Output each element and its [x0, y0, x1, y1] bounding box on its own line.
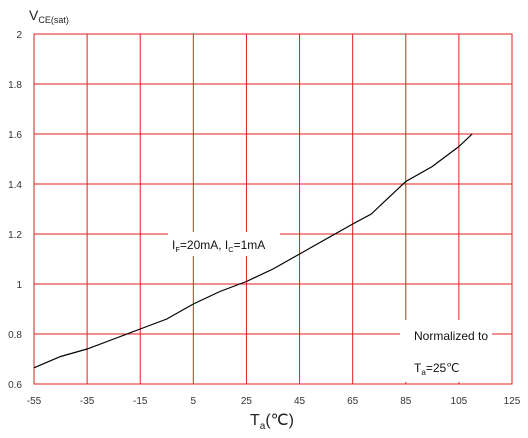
y-axis-label: VCE(sat) [29, 7, 69, 25]
y-tick-label: 0.6 [8, 380, 22, 391]
text-run: =20mA, I [180, 238, 228, 252]
text-run: T [414, 361, 422, 375]
x-tick-label: 65 [347, 396, 359, 407]
x-tick-label: 105 [451, 396, 468, 407]
annotation-bg [400, 320, 492, 382]
text-run: I [172, 238, 175, 252]
x-axis-label: Ta(℃) [250, 412, 294, 432]
x-tick-label: 45 [294, 396, 306, 407]
y-tick-label: 1.2 [8, 230, 22, 241]
tick-labels: -55 -35 -15 5 25 45 65 85 105 125 0.6 0.8 1 1.2 1.4 1.6… [8, 30, 521, 407]
subscript: a [421, 368, 426, 377]
subscript: F [175, 245, 180, 254]
vce-sat-curve [33, 133, 473, 369]
x-tick-label: 25 [241, 396, 253, 407]
text-run: Normalized to [414, 329, 488, 343]
y-tick-label: 2 [16, 30, 22, 41]
annotations: IF=20mA, IC=1mA Normalized to Ta=25℃ [172, 238, 488, 377]
annotation-normalized: Normalized to [414, 329, 488, 343]
annotation-temperature: Ta=25℃ [414, 361, 460, 377]
subscript: C [228, 245, 234, 254]
annotation-bg [168, 232, 280, 256]
y-tick-label: 1 [16, 280, 22, 291]
x-axis-label-main: T [250, 412, 260, 429]
y-tick-label: 0.8 [8, 330, 22, 341]
x-axis-label-unit: (℃) [265, 412, 294, 429]
y-axis-label-main: V [29, 7, 39, 23]
x-tick-label: 5 [191, 396, 197, 407]
text-run: =25℃ [426, 361, 460, 375]
x-tick-label: 85 [400, 396, 412, 407]
x-tick-label: -35 [80, 396, 95, 407]
text-run: =1mA [234, 238, 266, 252]
y-tick-label: 1.4 [8, 180, 22, 191]
y-tick-label: 1.8 [8, 80, 22, 91]
y-axis-label-sub: CE(sat) [38, 15, 69, 25]
axis-labels: VCE(sat) Ta(℃) [29, 7, 294, 432]
plot-frame [33, 33, 513, 385]
x-axis-label-sub: a [260, 421, 266, 432]
x-tick-label: 125 [504, 396, 521, 407]
x-tick-label: -15 [133, 396, 148, 407]
annotation-conditions: IF=20mA, IC=1mA [172, 238, 265, 254]
x-tick-label: -55 [27, 396, 42, 407]
y-tick-label: 1.6 [8, 130, 22, 141]
